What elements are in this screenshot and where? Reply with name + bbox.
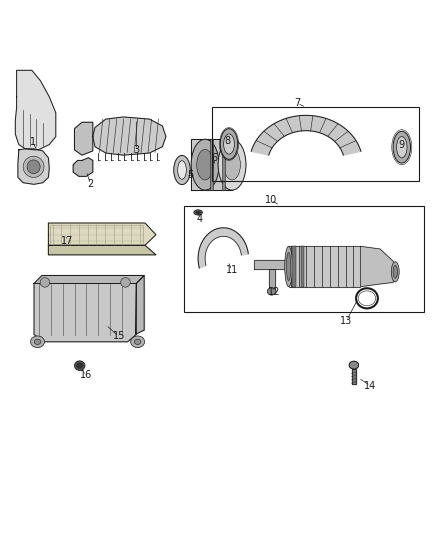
Ellipse shape xyxy=(194,210,202,215)
Ellipse shape xyxy=(74,361,85,370)
Polygon shape xyxy=(254,260,289,269)
Ellipse shape xyxy=(174,156,190,184)
Polygon shape xyxy=(73,158,93,176)
Bar xyxy=(301,246,304,287)
Ellipse shape xyxy=(285,246,293,287)
Text: 12: 12 xyxy=(268,287,280,297)
Polygon shape xyxy=(191,139,232,190)
Ellipse shape xyxy=(220,128,238,159)
Ellipse shape xyxy=(23,156,44,177)
Ellipse shape xyxy=(393,265,397,278)
Text: 5: 5 xyxy=(187,171,194,180)
Ellipse shape xyxy=(286,253,291,280)
Bar xyxy=(184,206,424,312)
Polygon shape xyxy=(15,70,56,150)
Text: 17: 17 xyxy=(60,236,73,246)
Polygon shape xyxy=(93,117,166,155)
Text: 3: 3 xyxy=(133,145,139,155)
Text: 1: 1 xyxy=(30,137,36,147)
Polygon shape xyxy=(360,246,397,287)
Polygon shape xyxy=(352,369,356,384)
Text: 9: 9 xyxy=(399,140,405,150)
Ellipse shape xyxy=(34,339,41,344)
Text: 6: 6 xyxy=(212,153,218,163)
Polygon shape xyxy=(34,276,144,284)
Ellipse shape xyxy=(223,134,234,154)
Polygon shape xyxy=(34,284,136,342)
Ellipse shape xyxy=(218,139,246,190)
Polygon shape xyxy=(135,276,144,334)
Bar xyxy=(222,139,225,190)
Polygon shape xyxy=(48,245,156,255)
Text: 13: 13 xyxy=(340,316,353,326)
Ellipse shape xyxy=(31,336,45,348)
Polygon shape xyxy=(48,223,156,245)
Bar xyxy=(50,225,143,244)
Ellipse shape xyxy=(267,288,276,295)
Ellipse shape xyxy=(120,278,130,287)
Polygon shape xyxy=(289,246,360,287)
Ellipse shape xyxy=(224,149,240,180)
Text: 2: 2 xyxy=(88,179,94,189)
Bar xyxy=(212,108,419,181)
Polygon shape xyxy=(42,280,144,330)
Text: 11: 11 xyxy=(226,265,238,275)
Polygon shape xyxy=(74,122,93,155)
Ellipse shape xyxy=(197,149,213,180)
Ellipse shape xyxy=(349,361,359,369)
Ellipse shape xyxy=(27,160,40,174)
Ellipse shape xyxy=(77,363,83,368)
Ellipse shape xyxy=(396,136,407,158)
Ellipse shape xyxy=(131,336,145,348)
Text: 15: 15 xyxy=(113,332,125,342)
Ellipse shape xyxy=(196,211,200,214)
Ellipse shape xyxy=(191,139,219,190)
Polygon shape xyxy=(268,269,275,290)
Text: 4: 4 xyxy=(196,214,202,224)
Polygon shape xyxy=(198,228,248,268)
Bar xyxy=(292,246,296,287)
Polygon shape xyxy=(251,115,361,155)
Bar xyxy=(210,139,213,190)
Ellipse shape xyxy=(391,262,399,282)
Ellipse shape xyxy=(393,131,410,163)
Polygon shape xyxy=(18,149,49,184)
Text: 8: 8 xyxy=(225,136,231,146)
Ellipse shape xyxy=(178,161,186,179)
Text: 7: 7 xyxy=(294,98,300,108)
Text: 10: 10 xyxy=(265,195,277,205)
Text: 16: 16 xyxy=(80,370,92,380)
Ellipse shape xyxy=(40,278,49,287)
Text: 14: 14 xyxy=(364,381,377,391)
Ellipse shape xyxy=(134,339,141,344)
